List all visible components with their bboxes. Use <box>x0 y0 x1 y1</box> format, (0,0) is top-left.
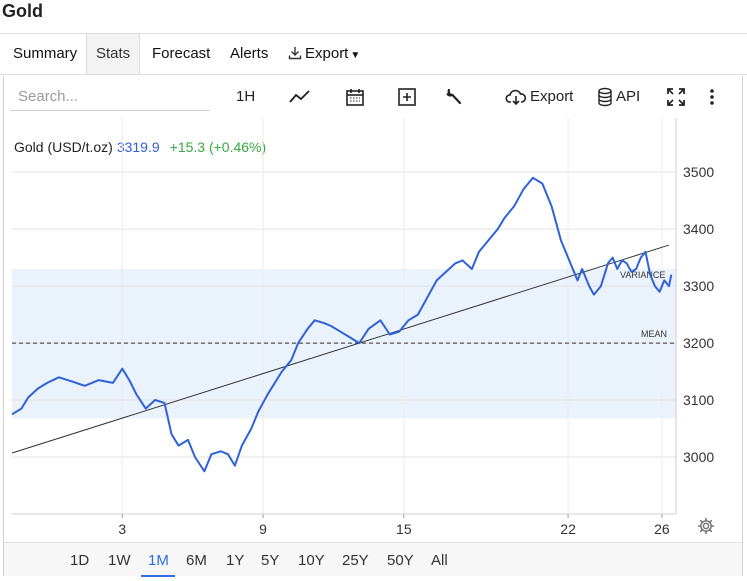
y-tick-label: 3200 <box>683 335 714 351</box>
export-label: Export <box>530 88 574 105</box>
search-input[interactable] <box>10 83 210 111</box>
range-1y[interactable]: 1Y <box>226 552 245 569</box>
tab-export-label: Export <box>305 45 349 62</box>
calendar-icon[interactable] <box>345 84 365 110</box>
y-tick-label: 3300 <box>683 278 714 294</box>
tab-stats[interactable]: Stats <box>86 34 141 74</box>
fullscreen-icon[interactable] <box>666 84 686 110</box>
x-tick-label: 3 <box>118 521 126 537</box>
ticker-price: 3319.9 <box>116 139 160 155</box>
wrench-icon[interactable] <box>444 84 464 110</box>
more-vertical-icon[interactable] <box>706 84 718 110</box>
price-series-line <box>11 176 673 473</box>
range-1w[interactable]: 1W <box>108 552 131 569</box>
page-title: Gold <box>2 1 43 21</box>
download-icon <box>288 47 302 60</box>
y-tick-label: 3000 <box>683 449 714 465</box>
cloud-download-icon <box>505 89 527 106</box>
tab-summary[interactable]: Summary <box>13 45 78 62</box>
range-6m[interactable]: 6M <box>186 552 207 569</box>
caret-down-icon: ▼ <box>350 50 361 61</box>
database-icon <box>598 87 612 107</box>
y-tick-label: 3100 <box>683 392 714 408</box>
api-button[interactable]: API <box>597 84 640 110</box>
range-all[interactable]: All <box>431 552 448 569</box>
export-button[interactable]: Export <box>505 84 573 110</box>
mean-label: MEAN <box>641 329 667 339</box>
plus-box-icon[interactable] <box>397 84 417 110</box>
variance-label: VARIANCE <box>620 270 665 280</box>
range-1m[interactable]: 1M <box>148 552 169 569</box>
x-tick-label: 9 <box>259 521 267 537</box>
range-10y[interactable]: 10Y <box>298 552 325 569</box>
ticker-header: Gold (USD/t.oz) 3319.9 +15.3 (+0.46%) <box>14 139 266 155</box>
ticker-name: Gold (USD/t.oz) <box>14 139 113 155</box>
trend-line <box>11 244 670 454</box>
x-tick-label: 22 <box>560 521 576 537</box>
y-tick-label: 3500 <box>683 164 714 180</box>
x-tick-label: 26 <box>654 521 670 537</box>
tab-forecast[interactable]: Forecast <box>152 45 211 62</box>
range-1d[interactable]: 1D <box>70 552 90 569</box>
range-25y[interactable]: 25Y <box>342 552 369 569</box>
ticker-change: +15.3 (+0.46%) <box>169 139 267 155</box>
active-range-underline <box>141 575 175 577</box>
variance-band <box>12 268 676 419</box>
y-tick-label: 3400 <box>683 221 714 237</box>
api-label: API <box>616 88 641 105</box>
line-chart-icon[interactable] <box>289 84 311 110</box>
tab-bar: Summary Stats Forecast Alerts Export ▼ <box>0 33 747 75</box>
range-bar <box>4 542 742 576</box>
range-5y[interactable]: 5Y <box>261 552 280 569</box>
x-tick-label: 15 <box>396 521 412 537</box>
tab-alerts[interactable]: Alerts <box>230 45 269 62</box>
interval-button[interactable]: 1H <box>236 88 256 105</box>
chart-settings-gear-icon[interactable] <box>697 517 715 540</box>
range-50y[interactable]: 50Y <box>387 552 414 569</box>
tab-export[interactable]: Export ▼ <box>279 34 369 74</box>
